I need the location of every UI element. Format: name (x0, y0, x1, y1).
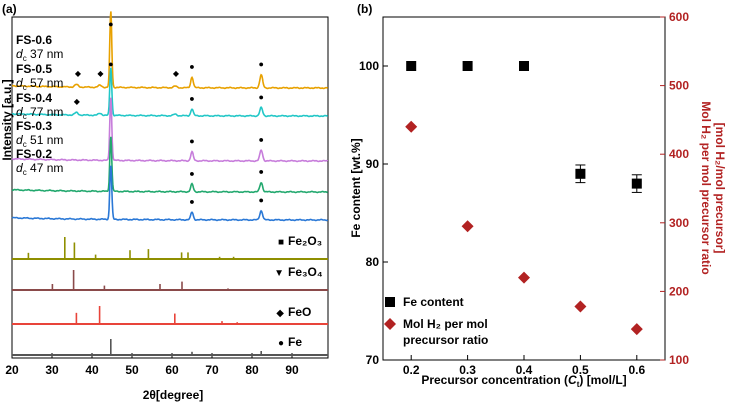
xrd-pattern-line (11, 67, 328, 118)
xrd-pattern-line (11, 165, 329, 222)
fe-x-tick-label: 0.5 (572, 363, 589, 377)
fe-right-tick-label: 300 (669, 216, 689, 230)
fe-left-tick-label: 80 (366, 255, 380, 269)
fe-peak-marker: ● (258, 92, 263, 102)
xrd-x-tick-label: 30 (45, 363, 59, 377)
reference-name: Fe₃O₄ (288, 265, 323, 279)
fe-left-tick-label: 90 (366, 157, 380, 171)
feo-peak-marker: ◆ (97, 69, 104, 78)
reference-symbol: ■ (278, 237, 284, 248)
fe-right-tick-label: 600 (669, 10, 689, 24)
xrd-x-ticks: 20 30 40 50 60 70 80 90 (5, 353, 299, 377)
legend-h2-swatch (384, 318, 396, 330)
legend-fe-swatch (385, 297, 395, 307)
xrd-crystallite-size: dc 51 nm (16, 133, 63, 149)
fe-left-axis-label: Fe content [wt.%] (349, 138, 363, 237)
feo-peak-marker: ◆ (75, 69, 82, 78)
xrd-x-axis-label: 2θ[degree] (143, 388, 204, 402)
reference-name: Fe (288, 335, 302, 349)
xrd-crystallite-size: dc 77 nm (16, 105, 63, 121)
fe-right-tick-label: 200 (669, 284, 689, 298)
panel-b-label: (b) (357, 2, 372, 16)
fe-peak-marker: ● (258, 167, 263, 177)
fe-peak-marker: ● (189, 93, 194, 103)
feo-peak-marker: ◆ (173, 69, 180, 78)
h2-ratio-point (461, 220, 474, 233)
xrd-crystallite-size: dc 57 nm (16, 76, 63, 92)
xrd-patterns: FS-0.6dc 37 nm ● ● ● ◆ ◆ ◆ FS-0.5dc 57 nm ● ● ◆ FS-… (11, 11, 329, 222)
xrd-x-tick-label: 80 (245, 363, 259, 377)
xrd-x-tick-label: 20 (5, 363, 19, 377)
xrd-x-tick-label: 40 (85, 363, 99, 377)
fe-left-tick-label: 70 (366, 353, 380, 367)
fe-right-axis-label-line2: [mol H₂/mol precursor] (713, 123, 727, 254)
fe-content-point (519, 61, 529, 71)
h2-ratio-point (405, 120, 418, 133)
xrd-crystallite-size: dc 37 nm (16, 47, 63, 63)
fe-right-tick-label: 500 (669, 79, 689, 93)
reference-symbol: ◆ (276, 308, 284, 319)
xrd-pattern-line (11, 136, 328, 194)
xrd-series-name: FS-0.4 (16, 91, 52, 105)
fe-peak-marker: ● (189, 136, 194, 146)
fe-peak-marker: ● (189, 168, 194, 178)
fe-x-axis-label: Precursor concentration (Ct) [mol/L] (421, 373, 626, 389)
reference-name: Fe₂O₃ (288, 234, 322, 248)
xrd-crystallite-size: dc 47 nm (16, 161, 63, 177)
fe-right-tick-label: 100 (669, 353, 689, 367)
xrd-plot-frame (11, 16, 329, 359)
fe-peak-marker: ● (189, 196, 194, 206)
fe-content-point (462, 61, 473, 71)
legend-h2-label-cont: precursor ratio (403, 333, 488, 347)
reference-symbol: ▼ (274, 268, 284, 279)
fe-content-panel: 0.2 0.3 0.4 0.5 0.6 70 80 90 100 100 200 300 400 500 6… (349, 10, 727, 389)
xrd-pattern-line (11, 11, 328, 90)
xrd-series-name: FS-0.5 (16, 62, 52, 76)
reference-symbol: ● (278, 338, 284, 349)
xrd-series-name: FS-0.3 (16, 119, 52, 133)
xrd-pattern-line (11, 97, 329, 163)
xrd-x-tick-label: 70 (205, 363, 219, 377)
fe-content-point (631, 178, 642, 189)
fe-peak-marker: ● (189, 61, 194, 71)
fe-data-points (405, 61, 643, 336)
h2-ratio-point (518, 271, 530, 284)
fe-content-point (406, 61, 417, 71)
fe-peak-marker: ● (258, 59, 263, 69)
fe-peak-marker: ● (108, 59, 113, 69)
fe-peak-marker: ● (108, 19, 113, 29)
legend-fe-label: Fe content (403, 295, 464, 309)
fe-right-tick-label: 400 (669, 147, 689, 161)
fe-legend: Fe content Mol H₂ per mol precursor ratio (384, 295, 488, 347)
fe-right-axis-label-line1: Mol H₂ per mol precursor ratio (699, 101, 713, 274)
h2-ratio-point (630, 323, 643, 336)
fe-peak-marker: ● (258, 195, 263, 205)
xrd-x-tick-label: 50 (125, 363, 139, 377)
fe-left-tick-label: 100 (359, 59, 379, 73)
xrd-y-axis-label: Intensity [a.u.] (0, 79, 14, 160)
fe-axes: 0.2 0.3 0.4 0.5 0.6 70 80 90 100 100 200 300 400 500 6… (359, 10, 689, 377)
feo-peak-marker: ◆ (74, 97, 81, 106)
xrd-panel: 20 30 40 50 60 70 80 90 FS-0.6dc 37 nm● ● ●◆ ◆ ◆FS-… (0, 11, 329, 402)
fe-x-tick-label: 0.3 (459, 363, 476, 377)
fe-x-tick-label: 0.4 (516, 363, 533, 377)
fe-x-tick-label: 0.6 (628, 363, 645, 377)
panel-a-label: (a) (2, 2, 17, 16)
xrd-x-tick-label: 60 (165, 363, 179, 377)
h2-ratio-point (574, 300, 587, 313)
legend-h2-label: Mol H₂ per mol (403, 317, 488, 331)
reference-patterns: ■ Fe₂O₃ ▼ Fe₃O₄ ◆ FeO ● Fe (12, 234, 328, 356)
xrd-series-name: FS-0.2 (16, 147, 52, 161)
fe-peak-marker: ● (258, 134, 263, 144)
fe-x-tick-label: 0.2 (403, 363, 420, 377)
reference-name: FeO (288, 305, 311, 319)
xrd-x-tick-label: 90 (285, 363, 299, 377)
xrd-series-name: FS-0.6 (16, 33, 52, 47)
fe-content-point (575, 168, 586, 179)
